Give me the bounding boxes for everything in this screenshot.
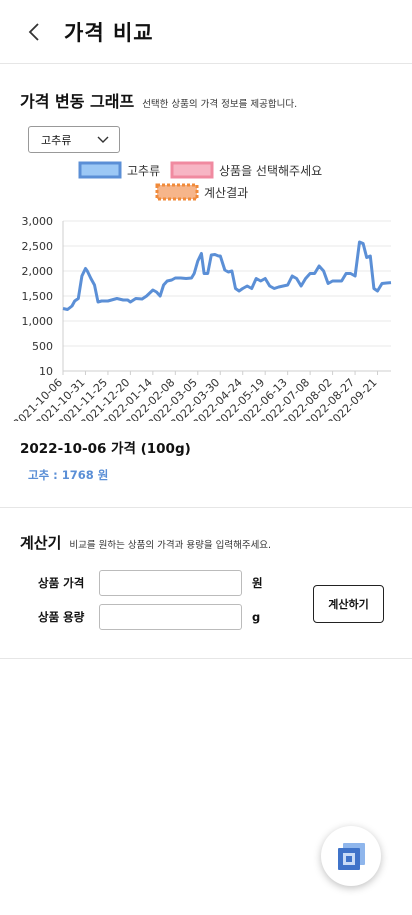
legend-swatch — [170, 161, 214, 179]
price-unit: 원 — [252, 576, 263, 590]
y-tick-label: 1,000 — [22, 315, 54, 328]
calculate-button[interactable]: 계산하기 — [313, 585, 384, 623]
price-date-label: 2022-10-06 가격 (100g) — [20, 441, 191, 457]
back-button[interactable] — [20, 18, 48, 46]
price-label: 상품 가격 — [38, 576, 85, 590]
volume-input[interactable] — [99, 604, 242, 630]
calculator-section: 계산기 비교를 원하는 상품의 가격과 용량을 입력해주세요. 상품 가격 원 … — [0, 508, 412, 658]
y-tick-label: 1,500 — [22, 290, 54, 303]
y-tick-label: 2,500 — [22, 240, 54, 253]
legend-label: 계산결과 — [204, 186, 248, 200]
series-line-고추류 — [62, 240, 392, 311]
y-tick-label: 500 — [32, 340, 53, 353]
price-row: 상품 가격 원 — [38, 570, 263, 596]
legend-swatch — [155, 183, 199, 201]
price-info: 2022-10-06 가격 (100g) 고추 : 1768 원 — [0, 437, 412, 483]
section-divider — [0, 507, 412, 508]
calculator-title: 계산기 — [20, 534, 62, 552]
window-stack-icon — [338, 843, 365, 870]
price-input[interactable] — [99, 570, 242, 596]
y-tick-label: 2,000 — [22, 265, 54, 278]
category-select-value: 고추류 — [41, 133, 72, 147]
graph-title: 가격 변동 그래프 — [20, 92, 135, 111]
section-divider-bottom — [0, 658, 412, 659]
legend-swatch — [78, 161, 122, 179]
price-item-value: 고추 : 1768 원 — [28, 468, 109, 482]
category-select[interactable]: 고추류 — [28, 126, 120, 153]
page-title: 가격 비교 — [64, 20, 154, 45]
y-tick-label: 3,000 — [22, 215, 54, 228]
floating-action-button[interactable] — [321, 826, 381, 886]
app-header: 가격 비교 — [0, 0, 412, 64]
graph-description: 선택한 상품의 가격 정보를 제공합니다. — [142, 99, 298, 110]
graph-heading: 가격 변동 그래프 선택한 상품의 가격 정보를 제공합니다. — [20, 88, 392, 112]
volume-unit: g — [252, 610, 261, 624]
chevron-left-icon — [28, 22, 39, 41]
calculator-description: 비교를 원하는 상품의 가격과 용량을 입력해주세요. — [69, 540, 272, 551]
chevron-down-icon — [97, 136, 109, 143]
legend-label: 상품을 선택해주세요 — [219, 164, 322, 178]
volume-label: 상품 용량 — [38, 610, 85, 624]
volume-row: 상품 용량 g — [38, 604, 260, 630]
legend-label: 고추류 — [127, 164, 160, 178]
calculator-heading: 계산기 비교를 원하는 상품의 가격과 용량을 입력해주세요. — [20, 532, 392, 553]
y-tick-label: 10 — [39, 365, 53, 378]
